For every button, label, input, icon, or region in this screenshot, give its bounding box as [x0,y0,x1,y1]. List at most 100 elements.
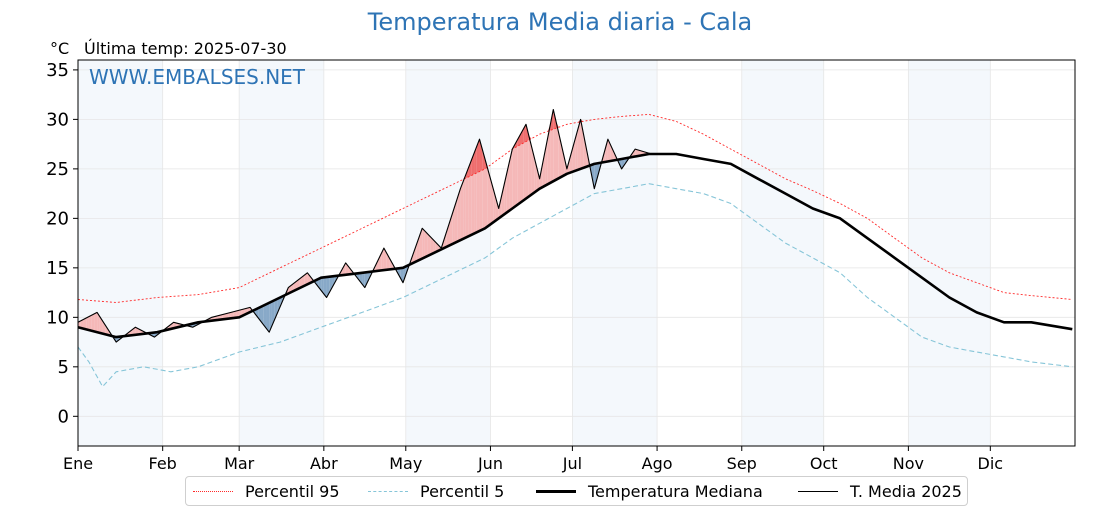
fill-above-median [531,146,535,195]
fill-above-median [490,178,494,225]
fill-above-p95 [517,134,521,147]
series-line-2025 [77,108,652,343]
fill-above-median [304,272,308,286]
fill-above-median [506,160,510,213]
fill-below-median [362,272,365,288]
fill-above-median [577,119,581,170]
legend-item-p5: Percentil 5 [368,480,504,502]
series-lines [77,108,1073,388]
fill-above-median [342,262,346,276]
series-line-p5 [77,183,1073,388]
plot-frame [77,59,1076,447]
fill-above-median [381,248,384,271]
fill-above-p95 [468,160,472,177]
fill-above-median [430,236,434,255]
fill-above-median [523,124,526,201]
fill-below-median [261,305,264,326]
fill-above-median [536,167,540,191]
legend-item-p95: Percentil 95 [193,480,340,502]
fill-below-median [621,158,625,169]
fill-above-median [465,167,469,238]
fill-above-median [444,231,447,249]
fill-above-median [575,129,578,171]
watermark: WWW.EMBALSES.NET [89,65,306,89]
legend-swatch-current [798,490,838,492]
fill-above-median [556,121,559,180]
legend-swatch-p5 [368,490,408,492]
fill-above-median [424,231,428,258]
fill-above-median [88,315,92,331]
x-tick-label: Ago [642,454,673,473]
series-line-p95 [77,113,1073,303]
x-tick-label: Mar [224,454,255,473]
fill-above-median [542,151,546,188]
legend-label-median: Temperatura Mediana [588,481,763,501]
month-band [741,60,824,446]
fill-above-median [495,198,499,221]
fill-below-median [397,268,401,278]
fill-above-median [105,325,109,336]
fill-above-median [561,145,565,177]
legend-label-p95: Percentil 95 [245,481,340,501]
fill-above-median [547,123,551,185]
fill-above-median [94,312,98,333]
fill-above-median [83,318,87,330]
fill-above-median [452,205,455,245]
last-temp-label: Última temp: 2025-07-30 [84,39,287,58]
fill-above-median [454,197,458,243]
y-axis-unit: °C [50,39,70,58]
legend-swatch-median [536,489,576,493]
anomaly-fills [78,109,652,343]
fill-above-median [422,228,425,259]
fill-below-median [277,297,281,314]
fill-above-median [468,160,472,237]
fill-above-median [610,145,614,161]
legend-label-current: T. Media 2025 [850,481,962,501]
temperature-chart: 0 5 10 15 20 25 30 35 Ene Feb Mar Abr May Jun Jul Ago S… [46,59,1076,473]
fill-below-median [321,277,324,295]
fill-above-median [413,243,417,263]
fill-above-median [528,135,532,197]
fill-below-median [403,266,406,283]
fill-above-p95 [482,149,485,171]
y-tick-label: 30 [46,109,69,130]
x-tick-label: Jun [477,454,503,473]
fill-above-median [80,319,84,329]
y-tick-label: 0 [58,406,69,427]
fill-above-median [419,228,423,260]
fill-above-median [301,274,305,287]
fill-above-median [236,310,240,318]
fill-below-median [271,300,275,326]
month-bands [78,60,991,446]
fill-below-median [266,302,270,333]
x-tick-label: Abr [310,454,338,473]
fill-above-median [433,239,436,254]
chart-title: Temperatura Media diaria - Cala [367,8,753,36]
x-tick-label: Feb [149,454,177,473]
fill-above-median [375,259,379,272]
x-tick-label: Sep [727,454,757,473]
y-tick-label: 15 [46,258,69,279]
x-tick-label: May [389,454,422,473]
fill-above-median [525,124,529,199]
fill-above-median [632,149,636,157]
x-tick-label: Dic [978,454,1004,473]
fill-below-median [364,272,368,288]
fill-below-median [326,276,330,298]
fill-below-median [356,273,360,281]
month-band [908,60,991,446]
y-tick-label: 35 [46,60,69,81]
legend-swatch-p95 [193,490,233,492]
fill-below-median [400,267,404,283]
fill-below-median [594,163,597,189]
fill-above-median [520,129,524,203]
fill-above-median [296,279,300,290]
fill-above-median [389,257,393,270]
y-tick-label: 10 [46,307,69,328]
series-line-median [77,152,1073,339]
fill-above-median [509,149,513,211]
fill-above-median [348,266,352,275]
fill-above-median [569,149,573,173]
fill-above-median [463,174,466,239]
fill-above-median [86,316,89,331]
